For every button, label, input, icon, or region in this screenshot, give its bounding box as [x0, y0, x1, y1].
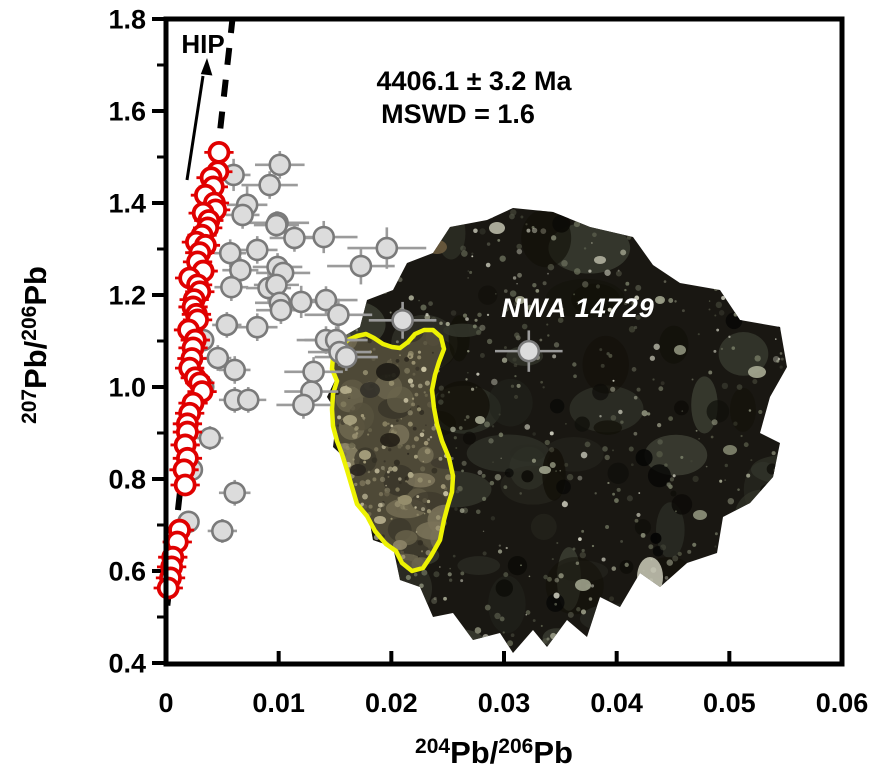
gray-data-point: [283, 226, 306, 250]
breccia-clast: [398, 495, 412, 505]
y-tick-label: 1.4: [108, 189, 146, 219]
hip-arrow: [185, 58, 213, 181]
red-series: [153, 140, 234, 600]
gray-data-point: [245, 238, 269, 262]
gray-data-point: [265, 213, 288, 237]
gray-data-point: [375, 236, 399, 260]
red-data-point: [207, 140, 231, 164]
gray-data-point: [327, 303, 350, 327]
x-tick-label: 0.03: [478, 688, 531, 718]
gray-data-point: [268, 153, 292, 177]
gray-data-point: [269, 298, 293, 322]
gray-data-point: [289, 290, 313, 314]
rock-clast: [489, 222, 505, 234]
gray-data-point: [220, 275, 243, 299]
breccia-clast: [380, 433, 400, 447]
gray-data-point: [517, 339, 541, 363]
gray-data-point: [245, 315, 269, 339]
x-tick-label: 0.02: [365, 688, 418, 718]
gray-data-point: [215, 313, 239, 337]
gray-data-point: [198, 426, 222, 450]
gray-data-point: [349, 254, 373, 278]
y-tick-label: 1.0: [108, 373, 146, 403]
rock-clast: [748, 366, 766, 378]
gray-data-point: [292, 393, 315, 417]
rock-clast: [475, 416, 485, 424]
x-tick-label: 0: [158, 688, 173, 718]
y-tick-label: 0.6: [108, 557, 146, 587]
y-tick-label: 1.6: [108, 97, 146, 127]
axes: 0.4 0.6 0.8 1.0 1.2 1.4 1.6 1.8 0 0.01 0.02 0.03 0.0…: [108, 5, 868, 719]
arrowhead-icon: [200, 58, 213, 76]
gray-data-point: [302, 360, 325, 384]
gray-data-point: [312, 225, 336, 249]
breccia-clast: [360, 382, 380, 398]
age-annotation: 4406.1 ± 3.2 Ma: [377, 66, 573, 96]
breccia-clast: [376, 363, 400, 381]
red-data-point: [173, 473, 197, 497]
x-tick-label: 0.05: [703, 688, 756, 718]
x-tick-label: 0.01: [252, 688, 305, 718]
breccia-clast: [374, 516, 386, 524]
gray-data-point: [206, 346, 230, 370]
rock-clast: [575, 579, 591, 591]
gray-data-point: [223, 481, 247, 505]
y-tick-label: 1.8: [108, 5, 146, 35]
gray-data-point: [218, 241, 242, 265]
sample-label: NWA 14729: [501, 293, 655, 323]
rock-clast: [693, 510, 707, 520]
gray-data-point: [334, 345, 358, 369]
gray-series: [177, 151, 563, 543]
y-axis-title: 207Pb/206Pb: [18, 266, 53, 424]
gray-data-point: [223, 358, 247, 382]
breccia-clast: [393, 540, 407, 550]
breccia-clast: [340, 386, 350, 394]
y-tick-label: 0.8: [108, 465, 146, 495]
gray-data-point: [236, 388, 260, 412]
plot-frame: [163, 16, 845, 667]
breccia-clast: [359, 450, 371, 460]
hip-label: HIP: [181, 29, 224, 59]
gray-data-point: [211, 519, 234, 543]
gray-data-point: [258, 173, 281, 197]
gray-data-point: [314, 288, 338, 312]
breccia-clast: [350, 464, 366, 476]
rock-clast: [515, 296, 525, 304]
gray-data-point: [231, 203, 254, 227]
gray-data-point: [265, 273, 288, 297]
rock-clast: [594, 256, 606, 264]
rock-clast: [539, 466, 551, 474]
y-tick-label: 0.4: [108, 649, 146, 679]
x-tick-label: 0.04: [590, 688, 643, 718]
y-tick-label: 1.2: [108, 281, 146, 311]
gray-data-point: [229, 258, 252, 282]
rock-clast: [637, 557, 663, 597]
mswd-annotation: MSWD = 1.6: [381, 99, 535, 129]
x-tick-label: 0.06: [816, 688, 869, 718]
yellow-outline: [329, 327, 456, 574]
gray-data-point: [391, 308, 414, 332]
x-axis-title: 204Pb/206Pb: [415, 735, 573, 770]
rock-clast: [427, 240, 447, 254]
breccia-clast: [343, 415, 357, 425]
rock-clast: [703, 235, 717, 245]
rock-clast: [655, 296, 665, 304]
rock-clast: [674, 345, 686, 355]
rock-clast: [631, 606, 649, 618]
rock-clast: [723, 445, 737, 455]
